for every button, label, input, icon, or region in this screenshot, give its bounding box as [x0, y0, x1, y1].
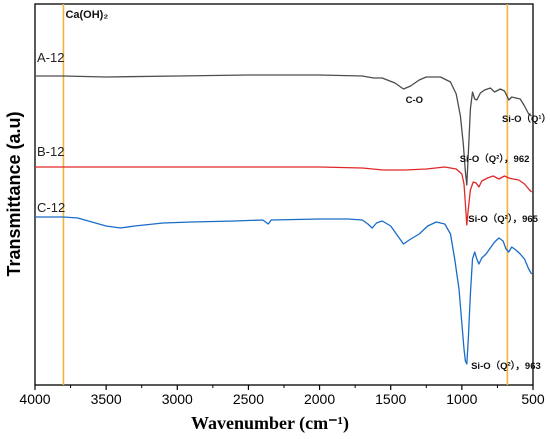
peak-annotation: Si-O（Q²），963: [471, 360, 541, 372]
reference-line-label: Ca(OH)₂: [65, 9, 108, 21]
x-tick-label: 2500: [233, 391, 264, 407]
series-line: [35, 74, 532, 186]
x-tick-label: 3000: [162, 391, 193, 407]
plot-frame: [34, 3, 534, 386]
x-tick-label: 500: [521, 391, 545, 407]
x-tick-label: 3500: [91, 391, 122, 407]
series-label: A-12: [37, 50, 64, 65]
peak-annotation: C-O: [406, 95, 423, 106]
x-tick-label: 2000: [304, 391, 335, 407]
series-line: [35, 216, 533, 365]
series-label: C-12: [37, 200, 65, 215]
peak-annotation: Si-O（Q²），965: [468, 213, 538, 225]
series-label: B-12: [37, 144, 64, 159]
x-tick-label: 4000: [19, 391, 50, 407]
x-tick-label: 1000: [446, 391, 477, 407]
x-tick-label: 1500: [375, 391, 406, 407]
peak-annotation: Si-O（Q²），962: [460, 153, 530, 165]
series-line: [35, 166, 533, 226]
x-axis-title: Wavenumber (cm⁻¹): [191, 413, 349, 434]
y-axis-title: Transmittance (a.u): [4, 111, 24, 276]
peak-annotation: Si-O（Q¹）: [502, 113, 550, 125]
